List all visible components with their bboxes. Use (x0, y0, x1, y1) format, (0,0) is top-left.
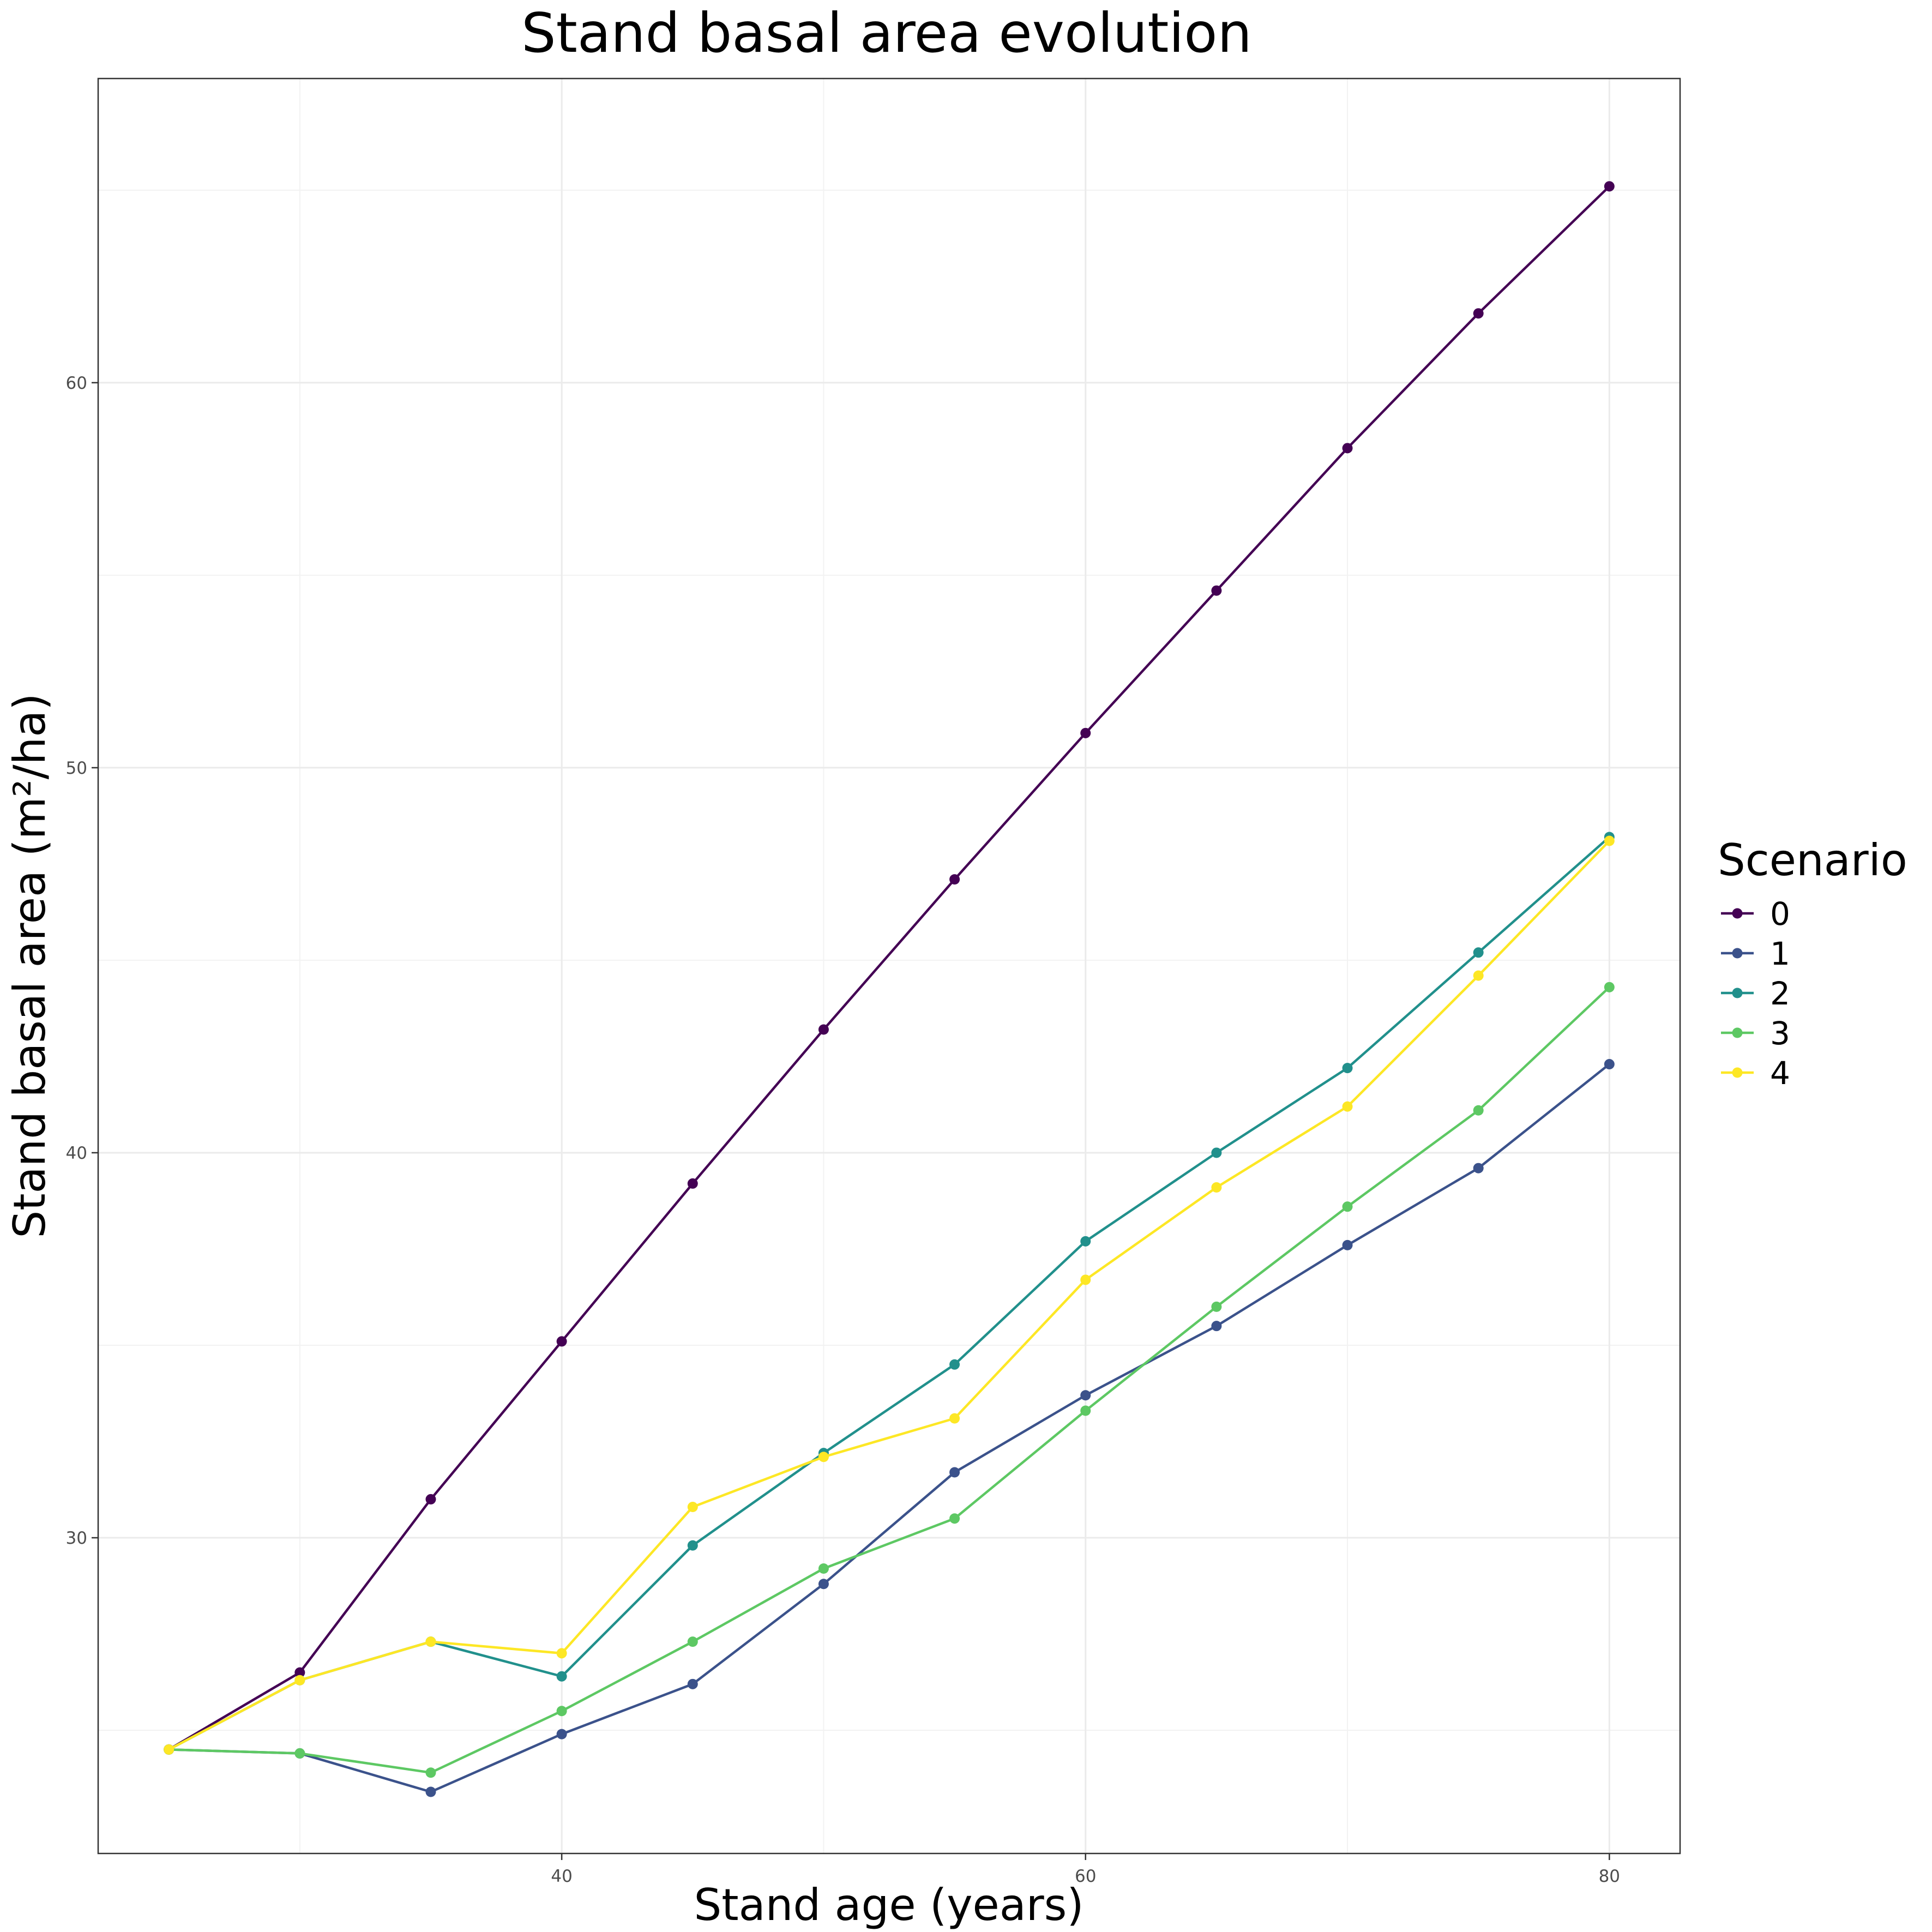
x-tick-label: 40 (551, 1867, 572, 1886)
legend-label: 1 (1770, 935, 1790, 972)
data-point (294, 1667, 305, 1678)
data-point (1342, 1101, 1353, 1112)
data-point (949, 874, 960, 885)
data-point (687, 1540, 698, 1551)
data-point (1473, 308, 1484, 319)
y-tick-label: 60 (66, 374, 87, 393)
data-point (1211, 1301, 1222, 1312)
data-point (1342, 1201, 1353, 1212)
series-4 (164, 835, 1615, 1755)
data-point (1604, 982, 1615, 992)
data-point (294, 1675, 305, 1686)
data-point (1211, 585, 1222, 596)
data-point (1211, 1321, 1222, 1332)
data-point (687, 1678, 698, 1689)
data-point (949, 1467, 960, 1478)
x-tick-label: 80 (1599, 1867, 1620, 1886)
series-line (168, 986, 1610, 1774)
series-line (168, 1063, 1610, 1793)
legend-key-point (1732, 1027, 1743, 1038)
data-point (1211, 1147, 1222, 1158)
data-point (1080, 1274, 1091, 1285)
data-point (949, 1359, 960, 1370)
x-axis-title: Stand age (years) (694, 1880, 1084, 1930)
data-point (1473, 970, 1484, 981)
data-point (1604, 835, 1615, 846)
data-point (949, 1413, 960, 1424)
plot-border (97, 77, 1681, 1855)
legend-item-0: 0 (1721, 895, 1790, 932)
grid (98, 79, 1680, 1853)
data-point (1080, 1390, 1091, 1401)
data-point (1080, 1405, 1091, 1416)
series-line (168, 840, 1610, 1751)
data-point (687, 1502, 698, 1513)
data-point (818, 1452, 829, 1462)
legend-key-point (1732, 948, 1743, 959)
plot-panel (98, 79, 1680, 1853)
data-point (556, 1706, 567, 1717)
data-point (818, 1563, 829, 1574)
y-tick-label: 40 (66, 1143, 87, 1163)
legend-label: 3 (1770, 1015, 1790, 1052)
data-point (556, 1648, 567, 1659)
y-tick-label: 30 (66, 1528, 87, 1548)
data-point (425, 1636, 436, 1647)
data-point (687, 1178, 698, 1189)
data-point (687, 1636, 698, 1647)
data-point (1342, 443, 1353, 454)
legend-key-point (1732, 988, 1743, 998)
data-point (1604, 1059, 1615, 1070)
data-point (164, 1744, 174, 1755)
data-point (1211, 1182, 1222, 1193)
data-point (1342, 1063, 1353, 1074)
series-layer (164, 181, 1615, 1797)
data-point (1080, 727, 1091, 738)
legend-item-3: 3 (1721, 1015, 1790, 1052)
data-point (1473, 1163, 1484, 1173)
legend-label: 2 (1770, 975, 1790, 1012)
data-point (425, 1786, 436, 1797)
data-point (1080, 1236, 1091, 1247)
legend-key-point (1732, 908, 1743, 919)
data-point (818, 1024, 829, 1035)
series-0 (164, 181, 1615, 1755)
y-axis-title: Stand basal area (m²/ha) (4, 693, 55, 1238)
series-line (168, 185, 1610, 1751)
data-point (294, 1748, 305, 1759)
data-point (949, 1513, 960, 1524)
x-tick-label: 60 (1075, 1867, 1096, 1886)
data-point (425, 1494, 436, 1504)
legend-title: Scenario (1718, 835, 1907, 886)
legend-label: 0 (1770, 895, 1790, 932)
legend-label: 4 (1770, 1055, 1790, 1092)
data-point (556, 1729, 567, 1740)
data-point (1473, 947, 1484, 958)
data-point (1342, 1239, 1353, 1250)
data-point (1473, 1105, 1484, 1116)
axis-ticks: 40 60 80 30 40 50 60 (66, 374, 1620, 1886)
data-point (556, 1336, 567, 1347)
data-point (556, 1671, 567, 1682)
legend-key-point (1732, 1067, 1743, 1078)
chart-title: Stand basal area evolution (521, 1, 1252, 65)
y-tick-label: 50 (66, 759, 87, 778)
legend-item-4: 4 (1721, 1055, 1790, 1092)
legend-item-2: 2 (1721, 975, 1790, 1012)
legend-item-1: 1 (1721, 935, 1790, 972)
data-point (1604, 181, 1615, 192)
data-point (818, 1579, 829, 1590)
data-point (425, 1767, 436, 1778)
